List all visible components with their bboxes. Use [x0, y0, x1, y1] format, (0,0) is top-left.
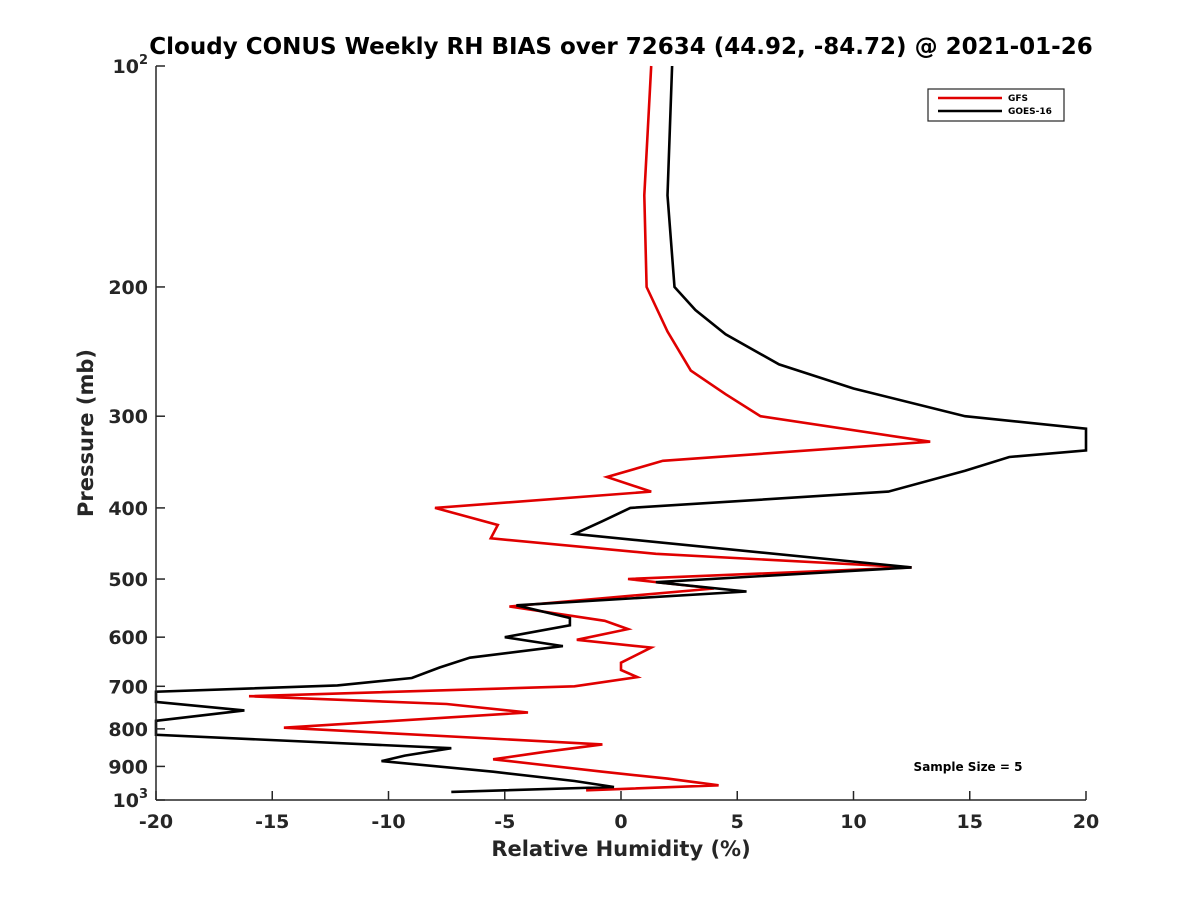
y-tick-base: 700 — [108, 676, 148, 698]
legend: GFS GOES-16 — [927, 88, 1065, 122]
series-layer — [154, 65, 1088, 794]
y-axis-label: Pressure (mb) — [74, 349, 98, 517]
y-tick-base: 300 — [108, 406, 148, 428]
x-tick-label: 0 — [614, 811, 627, 833]
y-tick-label: 500 — [108, 569, 148, 591]
x-axis-label: Relative Humidity (%) — [491, 837, 750, 861]
x-tick-label: -15 — [255, 811, 289, 833]
y-tick-label: 103 — [113, 787, 149, 812]
y-tick-label: 900 — [108, 756, 148, 778]
legend-label-goes16: GOES-16 — [1008, 107, 1052, 117]
y-tick-base: 600 — [108, 627, 148, 649]
y-tick-label: 102 — [113, 53, 149, 78]
x-tick-label: -20 — [139, 811, 173, 833]
x-ticks: -20 -15 -10 -5 0 5 10 15 20 — [139, 791, 1099, 833]
y-tick-label: 300 — [108, 406, 148, 428]
y-tick-label: 600 — [108, 627, 148, 649]
y-tick-exponent: 3 — [139, 787, 148, 802]
y-tick-exponent: 2 — [139, 53, 148, 68]
x-tick-label: -10 — [371, 811, 405, 833]
y-tick-base: 200 — [108, 277, 148, 299]
y-tick-label: 700 — [108, 676, 148, 698]
y-tick-base: 10 — [113, 790, 139, 812]
y-tick-base: 900 — [108, 756, 148, 778]
legend-box — [927, 88, 1065, 122]
y-tick-label: 400 — [108, 498, 148, 520]
y-tick-base: 400 — [108, 498, 148, 520]
sample-size-annotation: Sample Size = 5 — [914, 760, 1023, 774]
y-tick-base: 10 — [113, 56, 139, 78]
chart-title: Cloudy CONUS Weekly RH BIAS over 72634 (… — [149, 34, 1092, 60]
y-tick-base: 800 — [108, 719, 148, 741]
x-tick-label: 10 — [840, 811, 866, 833]
x-tick-label: 20 — [1073, 811, 1099, 833]
series-line-goes16 — [154, 65, 1088, 794]
x-tick-label: -5 — [494, 811, 515, 833]
x-tick-label: 15 — [957, 811, 983, 833]
legend-label-gfs: GFS — [1008, 94, 1028, 104]
y-tick-label: 800 — [108, 719, 148, 741]
x-tick-label: 5 — [731, 811, 744, 833]
y-tick-base: 500 — [108, 569, 148, 591]
y-tick-label: 200 — [108, 277, 148, 299]
